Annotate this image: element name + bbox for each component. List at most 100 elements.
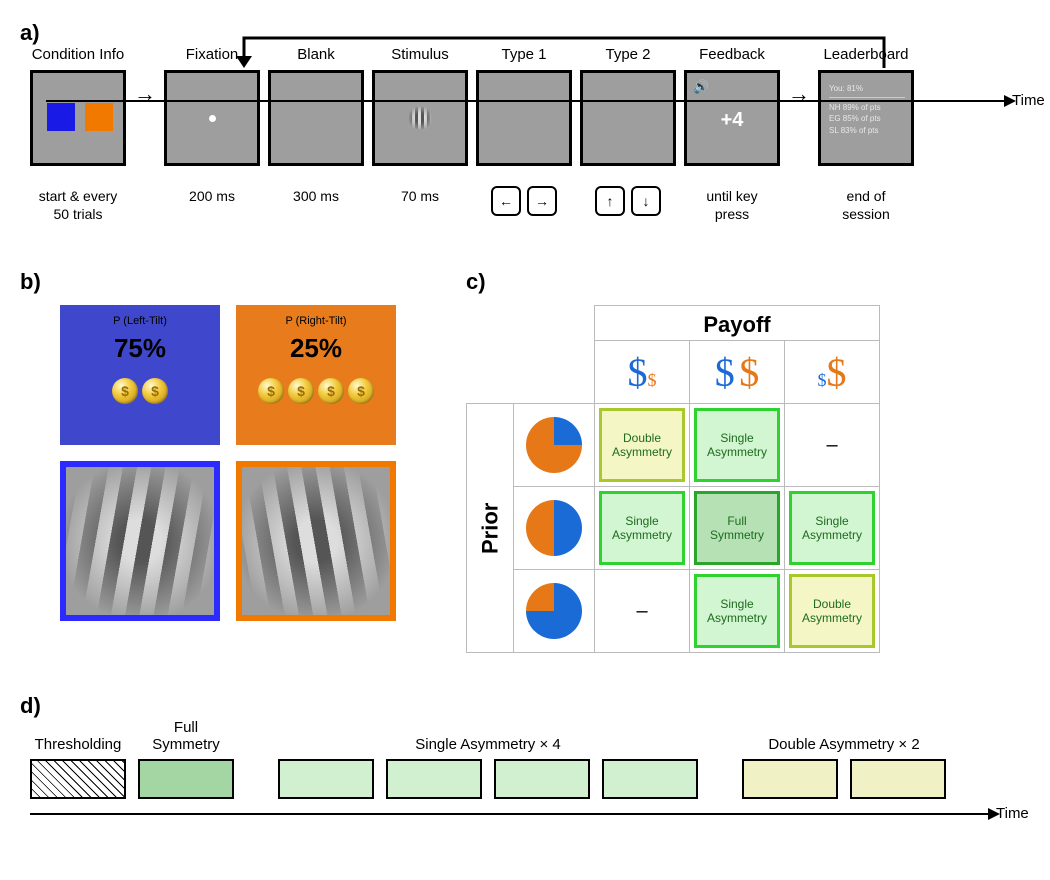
block-box <box>278 759 374 799</box>
prior-row-2 <box>514 570 595 653</box>
timeline-stages: Condition Info start & every50 trials → … <box>26 46 1030 223</box>
coin-icon: $ <box>348 378 374 404</box>
prior-row-1 <box>514 487 595 570</box>
panels-bc-row: b) P (Left-Tilt) 75% $ $ P (Right-Tilt) … <box>20 269 1030 653</box>
arrow-icon: → <box>130 46 160 142</box>
timeline-arrow <box>30 813 990 815</box>
key-down-icon: ↓ <box>631 186 661 216</box>
pie-icon <box>526 500 582 556</box>
block-double-asymmetry-group: Double Asymmetry × 2 <box>742 719 946 799</box>
session-sequence: Thresholding FullSymmetry Single Asymmet… <box>30 719 1030 799</box>
payoff-col-2: $$ <box>785 341 880 404</box>
prior-header: Prior <box>467 404 514 653</box>
condition-blue-square <box>47 103 75 131</box>
coin-icon: $ <box>112 378 138 404</box>
gabor-examples <box>60 461 396 621</box>
cell-dash: – <box>789 408 875 482</box>
block-box <box>850 759 946 799</box>
keycap-row: ↑ ↓ <box>595 186 661 216</box>
block-box <box>742 759 838 799</box>
cell-double: DoubleAsymmetry <box>789 574 875 648</box>
cell-single: SingleAsymmetry <box>694 408 780 482</box>
timeline-arrow <box>46 100 1006 102</box>
coin-icon: $ <box>258 378 284 404</box>
payoff-header: Payoff <box>595 306 880 341</box>
coin-icon: $ <box>288 378 314 404</box>
stage-feedback: Feedback 🔊 +4 until keypress <box>684 46 780 223</box>
fixation-dot <box>209 115 216 122</box>
gabor-right <box>236 461 396 621</box>
key-up-icon: ↑ <box>595 186 625 216</box>
stage-box <box>268 70 364 166</box>
cell-single: SingleAsymmetry <box>789 491 875 565</box>
block-box <box>386 759 482 799</box>
stage-caption: 300 ms <box>293 188 339 206</box>
panel-a-label: a) <box>20 20 40 45</box>
prob-label: P (Right-Tilt) <box>285 315 346 327</box>
stage-box <box>30 70 126 166</box>
block-title: Double Asymmetry × 2 <box>768 719 919 753</box>
stage-box: You: 81% NH 89% of pts EG 85% of pts SL … <box>818 70 914 166</box>
coin-icon: $ <box>142 378 168 404</box>
panel-d-label: d) <box>20 693 41 718</box>
panel-c-label: c) <box>466 269 880 295</box>
block-title: Single Asymmetry × 4 <box>415 719 560 753</box>
block-title: FullSymmetry <box>152 719 220 753</box>
stage-caption: end ofsession <box>842 188 889 223</box>
panel-c: c) Payoff $$ $ $ $$ Prior <box>466 269 880 653</box>
key-left-icon: ← <box>491 186 521 216</box>
stimulus-gabor <box>409 107 431 129</box>
stage-caption: until keypress <box>706 188 757 223</box>
cell-double: DoubleAsymmetry <box>599 408 685 482</box>
block-single-asymmetry-group: Single Asymmetry × 4 <box>278 719 698 799</box>
key-right-icon: → <box>527 186 557 216</box>
card-left-tilt: P (Left-Tilt) 75% $ $ <box>60 305 220 445</box>
block-box <box>602 759 698 799</box>
coin-row: $ $ $ $ <box>258 378 374 404</box>
stage-type1: Type 1 ← → <box>476 46 572 216</box>
stage-type2: Type 2 ↑ ↓ <box>580 46 676 216</box>
cell-full: FullSymmetry <box>694 491 780 565</box>
block-title: Thresholding <box>35 719 122 753</box>
panel-b: b) P (Left-Tilt) 75% $ $ P (Right-Tilt) … <box>20 269 396 653</box>
stage-leaderboard: Leaderboard You: 81% NH 89% of pts EG 85… <box>818 46 914 223</box>
stage-box <box>476 70 572 166</box>
stage-box <box>164 70 260 166</box>
keycap-row: ← → <box>491 186 557 216</box>
stage-fixation: Fixation 200 ms <box>164 46 260 206</box>
prob-value: 25% <box>290 333 342 364</box>
panel-b-label: b) <box>20 269 396 295</box>
block-thresholding: Thresholding <box>30 719 126 799</box>
panel-d: d) Thresholding FullSymmetry Single Asym… <box>20 693 1030 822</box>
gabor-left <box>60 461 220 621</box>
stage-title: Condition Info <box>32 46 125 66</box>
cell-single: SingleAsymmetry <box>599 491 685 565</box>
condition-orange-square <box>85 103 113 131</box>
feedback-value: +4 <box>687 109 777 132</box>
block-full-symmetry: FullSymmetry <box>138 719 234 799</box>
payoff-col-0: $$ <box>595 341 690 404</box>
block-box <box>494 759 590 799</box>
coin-row: $ $ <box>112 378 168 404</box>
prob-label: P (Left-Tilt) <box>113 315 167 327</box>
time-label: Time <box>996 805 1030 822</box>
stage-stimulus: Stimulus 70 ms <box>372 46 468 206</box>
stage-caption: 70 ms <box>401 188 439 206</box>
stage-caption: start & every50 trials <box>39 188 118 223</box>
card-right-tilt: P (Right-Tilt) 25% $ $ $ $ <box>236 305 396 445</box>
block-box <box>30 759 126 799</box>
payoff-col-1: $ $ <box>690 341 785 404</box>
stage-box <box>580 70 676 166</box>
coin-icon: $ <box>318 378 344 404</box>
pie-icon <box>526 583 582 639</box>
stage-box <box>372 70 468 166</box>
cell-single: SingleAsymmetry <box>694 574 780 648</box>
pie-icon <box>526 417 582 473</box>
loop-arrow <box>204 26 924 70</box>
design-matrix: Payoff $$ $ $ $$ Prior DoubleAsymmetry <box>466 305 880 653</box>
panel-a: a) Condition Info start & every50 trials… <box>20 20 1030 109</box>
cell-dash: – <box>599 574 685 648</box>
stage-condition-info: Condition Info start & every50 trials <box>30 46 126 223</box>
stage-box: 🔊 +4 <box>684 70 780 166</box>
speaker-icon: 🔊 <box>693 79 709 95</box>
